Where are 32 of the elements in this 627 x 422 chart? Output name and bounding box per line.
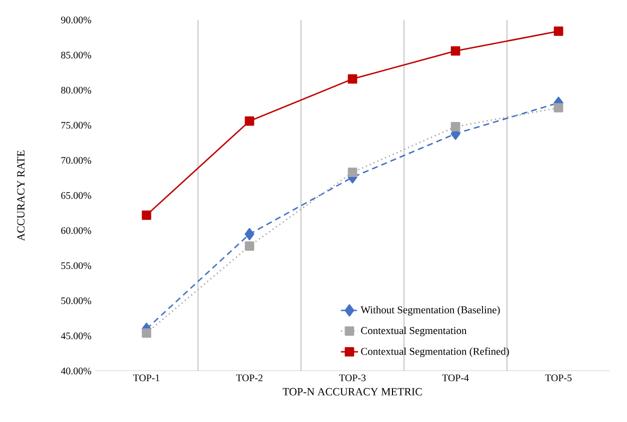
y-tick-label: 60.00%: [61, 227, 92, 234]
point: [450, 46, 460, 56]
y-tick-label: 65.00%: [61, 192, 92, 199]
y-tick-label: 85.00%: [61, 52, 92, 58]
x-axis-title: TOP-N ACCURACY METRIC: [282, 388, 422, 396]
legend-label: Contextual Segmentation: [361, 326, 467, 336]
y-tick-label: 55.00%: [61, 262, 92, 270]
point: [348, 74, 358, 84]
y-tick-label: 40.00%: [60, 368, 92, 374]
x-tick-label: TOP-1: [133, 374, 160, 382]
point: [244, 116, 254, 126]
y-tick-label: 45.00%: [60, 332, 92, 340]
legend-label: Without Segmentation (Baseline): [360, 306, 500, 316]
point: [142, 328, 152, 338]
point: [244, 241, 254, 251]
y-tick-label: 50.00%: [61, 297, 92, 304]
y-axis-title: ACCURACY RATE: [17, 150, 25, 241]
legend-label: Contextual Segmentation (Refined): [361, 347, 509, 358]
point: [554, 26, 564, 36]
y-tick-label: 70.00%: [61, 157, 92, 164]
y-tick-label: 90.00%: [61, 16, 92, 24]
x-tick-label: TOP-3: [339, 374, 366, 382]
y-tick-label: 75.00%: [61, 122, 92, 129]
point: [450, 122, 460, 132]
y-tick-label: 80.00%: [61, 86, 92, 94]
point: [244, 228, 254, 240]
point: [348, 168, 358, 178]
point: [554, 103, 564, 112]
x-tick-label: TOP-4: [442, 374, 469, 382]
x-tick-label: TOP-5: [545, 374, 572, 382]
x-tick-label: TOP-2: [236, 374, 262, 382]
point: [142, 210, 152, 220]
